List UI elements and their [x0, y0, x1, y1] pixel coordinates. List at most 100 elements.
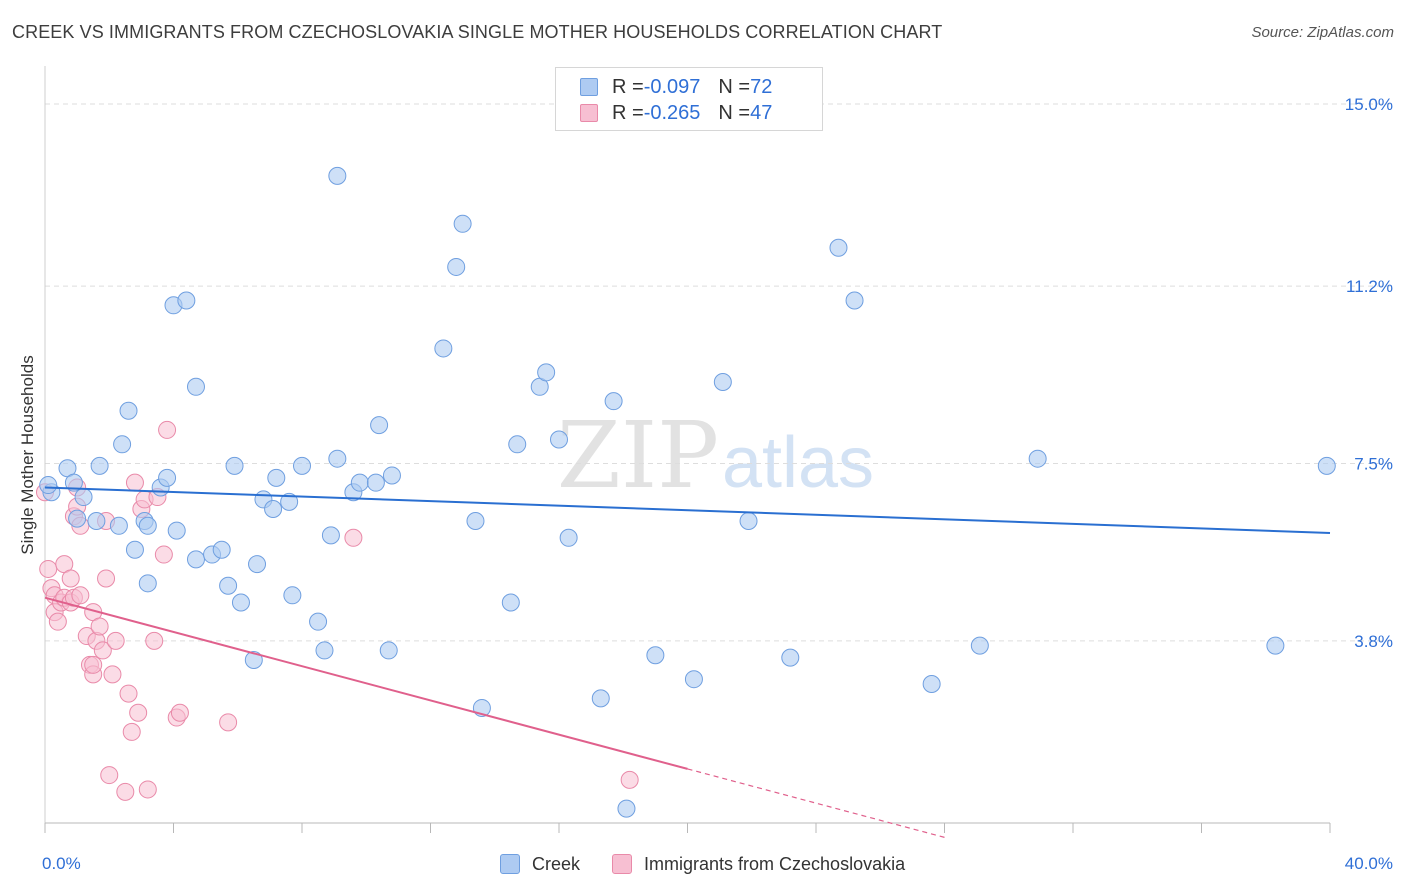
creek-point: [537, 363, 556, 382]
czech-point: [219, 713, 238, 732]
creek-point: [366, 473, 385, 492]
czech-point: [103, 665, 122, 684]
czech-point: [97, 569, 116, 588]
creek-point: [125, 540, 144, 559]
creek-point: [466, 512, 485, 531]
creek-point: [1266, 636, 1285, 655]
chart-title: CREEK VS IMMIGRANTS FROM CZECHOSLOVAKIA …: [12, 22, 943, 42]
creek-point: [1028, 449, 1047, 468]
czech-point: [129, 703, 148, 722]
creek-point: [68, 509, 87, 528]
czech-legend-swatch: [612, 854, 633, 874]
creek-point: [119, 401, 138, 420]
creek-point: [713, 372, 732, 391]
creek-point: [267, 468, 286, 487]
legend-n-label: N =: [718, 75, 751, 98]
creek-point: [212, 540, 231, 559]
y-tick-label: 3.8%: [1354, 632, 1393, 651]
creek-point: [177, 291, 196, 310]
tick-labels: 3.8% 7.5% 11.2% 15.0% 0.0% 40.0%: [42, 95, 1393, 873]
creek-points: [39, 166, 1336, 818]
czech-point: [119, 684, 138, 703]
creek-swatch: [580, 78, 598, 96]
czech-point: [116, 782, 135, 801]
czech-point: [93, 641, 112, 660]
creek-point: [39, 476, 58, 495]
czech-trend-line: [44, 596, 688, 770]
series-legend-czech: Immigrants from Czechoslovakia: [612, 854, 905, 875]
creek-point: [138, 516, 157, 535]
creek-point: [970, 636, 989, 655]
creek-point: [113, 435, 132, 454]
czech-point: [84, 655, 103, 674]
legend-n-value: 47: [750, 101, 773, 124]
creek-point: [167, 521, 186, 540]
creek-trend-line: [44, 486, 1331, 534]
creek-point: [508, 435, 527, 454]
watermark: ZIP atlas: [557, 402, 874, 509]
y-tick-label: 11.2%: [1346, 277, 1393, 296]
creek-point: [350, 473, 369, 492]
creek-point: [328, 449, 347, 468]
creek-point: [328, 166, 347, 185]
creek-point: [434, 339, 453, 358]
czech-point: [122, 722, 141, 741]
legend-row-czech: R = -0.265 N = 47: [580, 100, 772, 126]
creek-point: [225, 456, 244, 475]
czech-point: [154, 545, 173, 564]
creek-point: [64, 473, 83, 492]
axes: [44, 66, 1331, 833]
creek-point: [382, 466, 401, 485]
czech-point: [158, 420, 177, 439]
creek-point: [1317, 456, 1336, 475]
czech-points: [36, 420, 639, 801]
creek-point: [158, 468, 177, 487]
creek-point: [90, 456, 109, 475]
legend-r-label: R =: [612, 101, 644, 124]
czech-point: [106, 631, 125, 650]
czech-point: [90, 617, 109, 636]
creek-point: [370, 416, 389, 435]
creek-point: [739, 512, 758, 531]
correlation-legend: R = -0.097 N = 72 R = -0.265 N = 47: [555, 67, 823, 131]
creek-point: [109, 516, 128, 535]
gridlines: [45, 103, 1392, 642]
creek-point: [646, 646, 665, 665]
creek-point: [550, 430, 568, 449]
source-credit: Source: ZipAtlas.com: [1251, 24, 1394, 41]
creek-point: [264, 500, 283, 519]
y-tick-label: 7.5%: [1354, 454, 1393, 473]
czech-legend-label: Immigrants from Czechoslovakia: [644, 853, 906, 874]
legend-n-value: 72: [750, 75, 773, 98]
creek-point: [501, 593, 520, 612]
creek-point: [829, 238, 848, 257]
czech-point: [39, 559, 58, 578]
creek-point: [186, 377, 205, 396]
creek-point: [559, 528, 578, 547]
creek-point: [845, 291, 864, 310]
creek-point: [604, 392, 623, 411]
creek-legend-label: Creek: [532, 853, 581, 874]
legend-r-label: R =: [612, 75, 644, 98]
czech-point: [344, 528, 363, 547]
creek-point: [781, 648, 800, 667]
creek-point: [248, 555, 267, 574]
x-tick-label: 40.0%: [1345, 854, 1393, 873]
creek-point: [280, 492, 299, 511]
czech-point: [138, 780, 157, 799]
creek-point: [922, 674, 941, 693]
creek-point: [591, 689, 610, 708]
legend-r-value: -0.265: [643, 101, 701, 124]
czech-swatch: [580, 104, 598, 122]
czech-point: [145, 631, 164, 650]
creek-legend-swatch: [500, 854, 520, 874]
czech-point: [48, 612, 67, 631]
series-legend: Creek Immigrants from Czechoslovakia: [500, 851, 937, 877]
creek-point: [244, 651, 263, 670]
creek-point: [231, 593, 250, 612]
creek-point: [379, 641, 398, 660]
legend-r-value: -0.097: [643, 75, 701, 98]
creek-point: [219, 576, 238, 595]
trend-lines: [44, 486, 1331, 838]
